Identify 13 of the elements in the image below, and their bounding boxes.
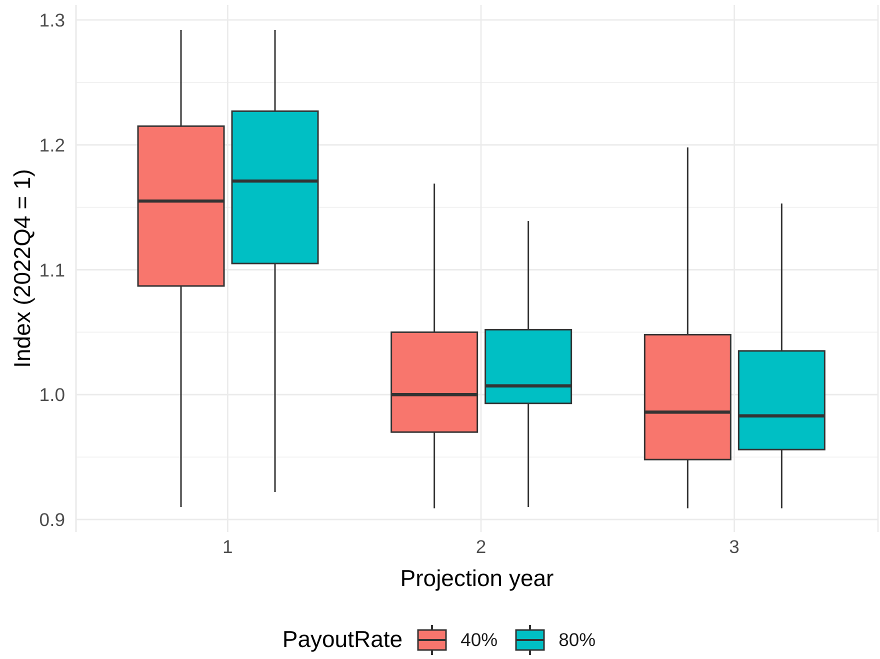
x-tick-label: 2 bbox=[476, 536, 486, 558]
y-tick-label: 1.2 bbox=[39, 134, 65, 156]
y-tick-label: 1.1 bbox=[39, 259, 65, 280]
y-tick-label: 0.9 bbox=[39, 509, 65, 530]
y-tick-label: 1.3 bbox=[39, 10, 65, 31]
y-axis-title: Index (2022Q4 = 1) bbox=[9, 169, 35, 368]
x-axis-title: Projection year bbox=[400, 565, 554, 591]
x-tick-label: 1 bbox=[222, 536, 233, 558]
x-tick-label: 3 bbox=[729, 536, 740, 558]
legend-label: 80% bbox=[558, 628, 596, 650]
legend-title: PayoutRate bbox=[282, 626, 403, 653]
y-tick-label: 1.0 bbox=[39, 384, 65, 406]
legend-label: 40% bbox=[460, 628, 498, 650]
